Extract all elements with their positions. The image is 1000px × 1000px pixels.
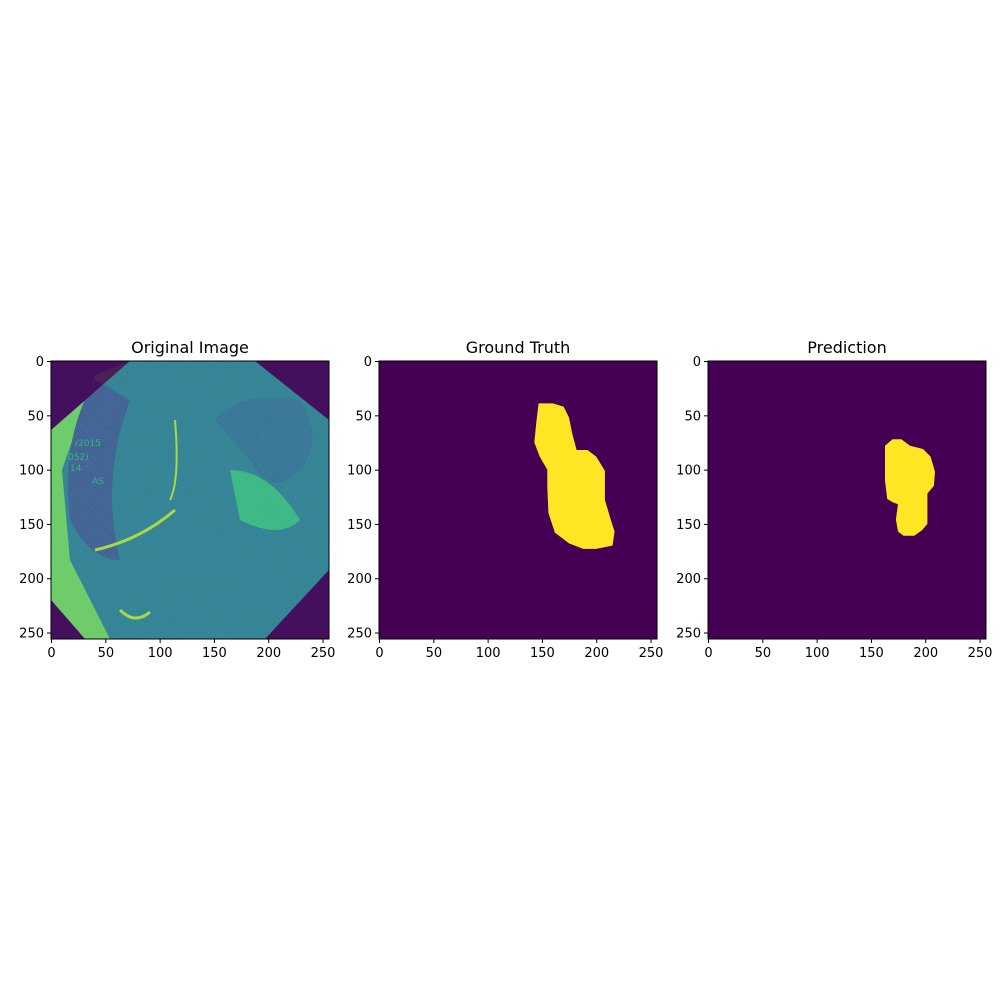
y-tick-label: 0 [364,355,372,370]
x-tick-label: 200 [256,646,281,661]
panel-title-original: Original Image [131,338,249,357]
x-tick-label: 100 [476,646,501,661]
x-tick-label: 50 [98,646,115,661]
x-tick-label: 250 [639,646,664,661]
y-tick-label: 250 [347,627,372,642]
x-tick-label: 200 [584,646,609,661]
overlay-text-line-3: 14 [70,464,82,474]
axes-frame [50,360,330,640]
overlay-text-line-4: AS [92,477,104,487]
y-tick-label: 0 [36,355,44,370]
x-tick-label: 250 [968,646,993,661]
axes-frame [707,360,987,640]
x-tick-label: 0 [47,646,55,661]
x-tick-label: 200 [913,646,938,661]
ground-truth-panel: Ground Truth 0 50 100 150 200 250050100150200… [347,338,663,661]
y-tick-label: 50 [684,409,701,424]
x-tick-label: 50 [426,646,443,661]
y-tick-label: 150 [676,518,701,533]
x-tick-label: 150 [859,646,884,661]
y-tick-label: 150 [347,518,372,533]
x-tick-label: 100 [148,646,173,661]
axes-frame [378,360,658,640]
y-tick-label: 200 [347,572,372,587]
y-tick-label: 50 [355,409,372,424]
y-tick-label: 250 [676,627,701,642]
y-tick-label: 250 [19,627,44,642]
y-tick-label: 200 [19,572,44,587]
y-tick-label: 100 [19,464,44,479]
y-tick-label: 50 [27,409,44,424]
y-tick-label: 200 [676,572,701,587]
x-tick-label: 0 [375,646,383,661]
x-tick-label: 150 [202,646,227,661]
ground-truth-mask [534,403,615,549]
prediction-mask [885,439,935,536]
x-tick-label: 250 [311,646,336,661]
y-tick-label: 150 [19,518,44,533]
original-image-panel: Original Image /2015 052) 14 AS 0 50 100 15… [19,338,335,661]
mask-background [708,361,986,639]
x-tick-label: 0 [704,646,712,661]
panel-title-prediction: Prediction [807,338,886,357]
panel-title-ground-truth: Ground Truth [466,338,571,357]
x-tick-label: 150 [530,646,555,661]
original-image: /2015 052) 14 AS [51,361,329,639]
y-tick-label: 100 [676,464,701,479]
x-tick-label: 50 [755,646,772,661]
y-tick-label: 100 [347,464,372,479]
mask-background [379,361,657,639]
y-tick-label: 0 [693,355,701,370]
prediction-panel: Prediction 0 50 100 150 200 25005010015020025… [676,338,992,661]
overlay-text-line-2: 052) [68,453,89,463]
x-tick-label: 100 [805,646,830,661]
overlay-text-line-1: /2015 [75,439,101,449]
